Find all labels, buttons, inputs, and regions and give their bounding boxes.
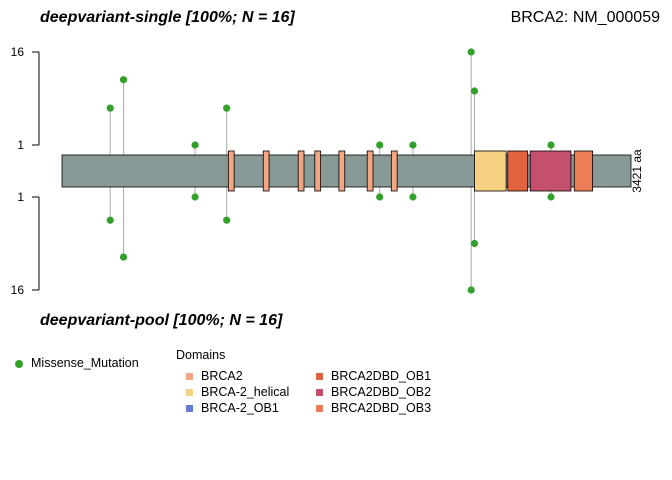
domain-legend-label: BRCA2 (201, 369, 243, 383)
y-axes (32, 51, 40, 291)
mutation-point-bottom-6 (467, 286, 475, 294)
domain-swatch-icon (316, 389, 323, 397)
chart-title-top: deepvariant-single [100%; N = 16] (40, 9, 295, 26)
domain-brca2-3 (314, 150, 322, 192)
domains-legend-title: Domains (176, 348, 226, 362)
mutation-point-top-4 (376, 141, 384, 149)
mutation-point-bottom-0 (106, 216, 114, 224)
mutation-point-bottom-8 (547, 193, 555, 201)
mutation-point-bottom-4 (376, 193, 384, 201)
mutation-point-top-0 (106, 104, 114, 112)
domain-swatch-icon (316, 373, 323, 381)
missense-dot-icon (15, 359, 23, 368)
domain-brca2-4 (338, 150, 346, 192)
mutation-point-bottom-5 (409, 193, 417, 201)
mutation-point-top-1 (119, 76, 128, 84)
domain-brca2dbd-ob2-9 (529, 150, 572, 192)
domain-brca2dbd-ob3-10 (573, 150, 593, 192)
domain-swatch-icon (186, 405, 193, 413)
domain-legend-label: BRCA2DBD_OB2 (331, 385, 432, 399)
domain-legend-item: BRCA2DBD_OB1 (316, 369, 431, 383)
y-tick-label-bottom-16: 16 (11, 283, 25, 297)
domain-legend-label: BRCA2DBD_OB1 (331, 369, 432, 383)
domain-swatch-icon (186, 389, 193, 397)
mutation-point-bottom-7 (470, 239, 479, 248)
y-tick-label-bottom-1: 1 (17, 190, 24, 204)
mutation-legend-label: Missense_Mutation (31, 356, 139, 370)
domain-legend-item: BRCA-2_helical (186, 385, 289, 399)
chart-title-bottom: deepvariant-pool [100%; N = 16] (40, 312, 283, 329)
mutation-point-top-5 (409, 141, 417, 149)
protein-length-label: 3421 aa (630, 149, 644, 193)
domain-legend-label: BRCA-2_OB1 (201, 401, 279, 415)
domain-brca2dbd-ob1-8 (507, 150, 529, 192)
domain-swatch-icon (316, 405, 323, 413)
domain-swatch-icon (186, 373, 193, 381)
mutation-point-bottom-1 (119, 253, 128, 261)
domain-brca2-5 (366, 150, 374, 192)
mutation-points (106, 48, 555, 294)
mutation-legend: Missense_Mutation (15, 356, 139, 370)
mutation-point-top-6 (467, 48, 475, 56)
domain-legend-label: BRCA2DBD_OB3 (331, 401, 432, 415)
y-tick-label-top-1: 1 (17, 138, 24, 152)
y-tick-label-top-16: 16 (11, 45, 25, 59)
domain-legend-item: BRCA-2_OB1 (186, 401, 279, 415)
domain-legend-item: BRCA2DBD_OB2 (316, 385, 431, 399)
domain-brca-2-helical-7 (474, 150, 507, 192)
mutation-point-top-8 (547, 141, 555, 149)
mutation-point-top-7 (470, 87, 479, 95)
domain-legend-item: BRCA2DBD_OB3 (316, 401, 431, 415)
gene-transcript-title: BRCA2: NM_000059 (510, 9, 660, 26)
domain-legend-label: BRCA-2_helical (201, 385, 290, 399)
mutation-point-bottom-2 (191, 193, 199, 201)
domain-brca2-1 (262, 150, 270, 192)
mutation-point-bottom-3 (223, 216, 231, 224)
domain-legend-item: BRCA2 (186, 369, 243, 383)
domain-brca2-0 (227, 150, 235, 192)
mutation-point-top-3 (223, 104, 231, 112)
axis-labels: 16 1 1 16 3421 aa (11, 45, 645, 297)
domain-brca2-2 (297, 150, 305, 192)
mutation-point-top-2 (191, 141, 199, 149)
domain-brca2-6 (390, 150, 398, 192)
protein-track (61, 150, 632, 192)
